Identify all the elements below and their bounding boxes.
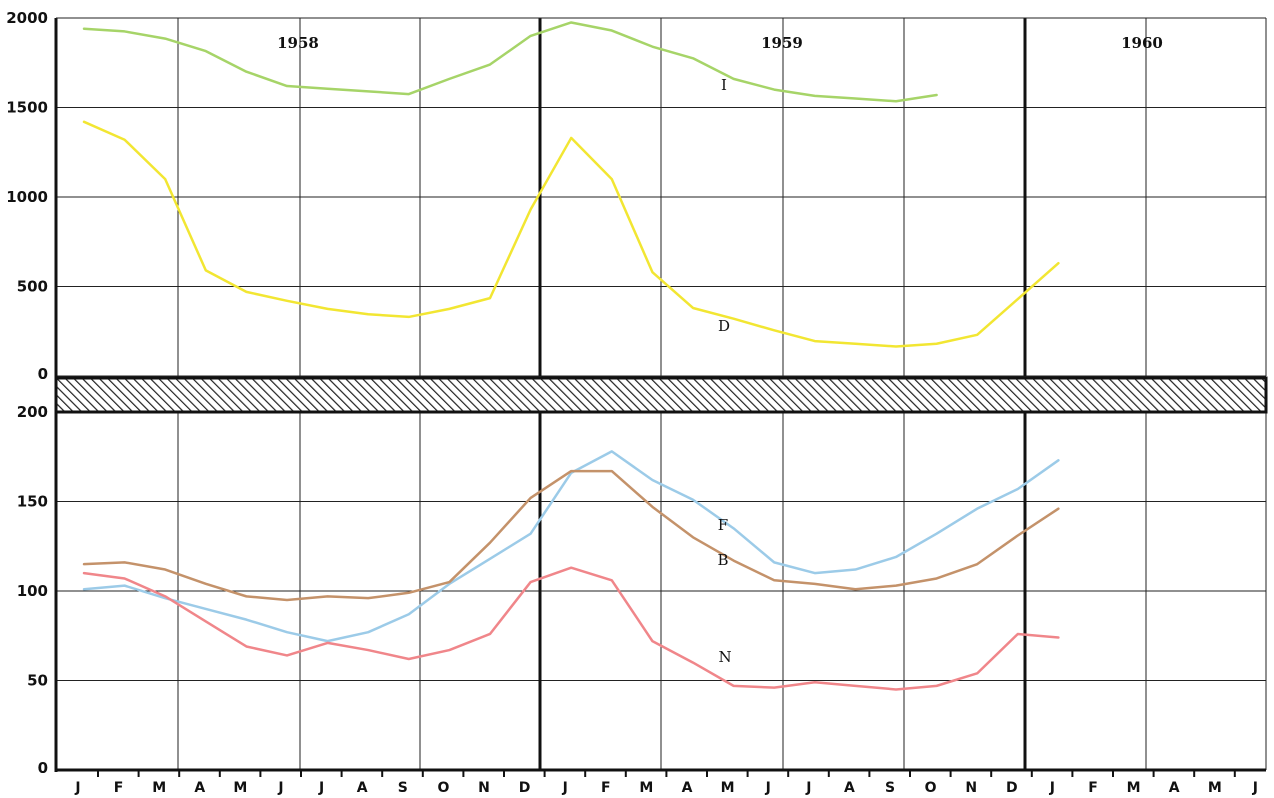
x-tick-label: S: [885, 780, 895, 796]
series-label-B: B: [717, 551, 728, 569]
x-tick-label: A: [357, 780, 368, 796]
x-tick-label: N: [965, 780, 977, 796]
x-tick-label: A: [194, 780, 205, 796]
y-tick-label: 1500: [6, 99, 48, 117]
x-tick-label: J: [318, 780, 324, 796]
series-label-N: N: [718, 648, 731, 666]
x-tick-label: M: [721, 780, 735, 796]
series-labels: I D FB N: [717, 76, 731, 666]
x-tick-label: J: [1049, 780, 1055, 796]
series-label-F: F: [718, 516, 728, 534]
x-tick-label: M: [233, 780, 247, 796]
x-tick-label: F: [1088, 780, 1098, 796]
x-tick-label: F: [601, 780, 611, 796]
x-tick-label: F: [114, 780, 124, 796]
axis-break-hatch: [54, 376, 1268, 414]
x-tick-label: S: [398, 780, 408, 796]
y-tick-label: 100: [17, 582, 48, 600]
x-tick-label: A: [844, 780, 855, 796]
x-tick-label: M: [152, 780, 166, 796]
lower-y-axis: 0 50 100 150 200: [17, 403, 48, 777]
series-line-I: [82, 21, 938, 103]
x-tick-label: N: [478, 780, 490, 796]
x-tick-label: J: [277, 780, 283, 796]
upper-y-axis: 0 500 1000 1500 2000: [6, 9, 48, 383]
x-tick-label: J: [1252, 780, 1258, 796]
series-label-D: D: [718, 317, 730, 335]
x-tick-label: A: [682, 780, 693, 796]
year-label: 1958: [277, 34, 319, 52]
upper-panel-grid: [54, 17, 1267, 378]
y-tick-label: 0: [38, 365, 48, 383]
y-tick-label: 50: [27, 672, 48, 690]
x-tick-label: O: [925, 780, 937, 796]
x-tick-label: O: [437, 780, 449, 796]
y-tick-label: 2000: [6, 9, 48, 27]
year-labels: 1958 1959 1960: [277, 34, 1163, 52]
y-tick-label: 1000: [6, 188, 48, 206]
year-label: 1960: [1121, 34, 1163, 52]
y-tick-label: 150: [17, 493, 48, 511]
series-line-B: [82, 469, 1060, 602]
x-tick-label: D: [519, 780, 531, 796]
x-tick-label: M: [639, 780, 653, 796]
x-tick-label: J: [765, 780, 771, 796]
series-line-F: [82, 450, 1060, 643]
series-lines: [82, 21, 1060, 691]
x-tick-label: D: [1006, 780, 1018, 796]
series-line-N: [82, 566, 1060, 691]
y-tick-label: 200: [17, 403, 48, 421]
x-tick-label: J: [805, 780, 811, 796]
x-tick-label: M: [1208, 780, 1222, 796]
x-tick-label: J: [562, 780, 568, 796]
x-tick-label: J: [74, 780, 80, 796]
y-tick-label: 500: [17, 278, 48, 296]
x-tick-label: A: [1169, 780, 1180, 796]
year-label: 1959: [761, 34, 803, 52]
series-label-I: I: [721, 76, 727, 94]
x-tick-label: M: [1127, 780, 1141, 796]
y-tick-label: 0: [38, 759, 48, 777]
series-line-D: [82, 120, 1060, 348]
